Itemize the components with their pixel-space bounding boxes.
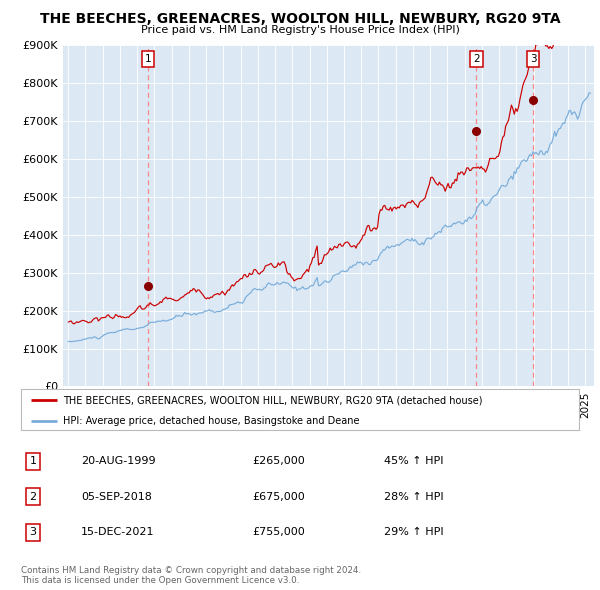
Text: 2: 2 — [29, 492, 37, 502]
Text: HPI: Average price, detached house, Basingstoke and Deane: HPI: Average price, detached house, Basi… — [63, 416, 359, 426]
Text: THE BEECHES, GREENACRES, WOOLTON HILL, NEWBURY, RG20 9TA (detached house): THE BEECHES, GREENACRES, WOOLTON HILL, N… — [63, 395, 482, 405]
Text: Price paid vs. HM Land Registry's House Price Index (HPI): Price paid vs. HM Land Registry's House … — [140, 25, 460, 35]
Text: 1: 1 — [145, 54, 151, 64]
Text: 29% ↑ HPI: 29% ↑ HPI — [384, 527, 443, 537]
Text: THE BEECHES, GREENACRES, WOOLTON HILL, NEWBURY, RG20 9TA: THE BEECHES, GREENACRES, WOOLTON HILL, N… — [40, 12, 560, 26]
Text: 28% ↑ HPI: 28% ↑ HPI — [384, 492, 443, 502]
Text: £265,000: £265,000 — [252, 457, 305, 466]
Text: 2: 2 — [473, 54, 480, 64]
Text: 1: 1 — [29, 457, 37, 466]
Text: Contains HM Land Registry data © Crown copyright and database right 2024.
This d: Contains HM Land Registry data © Crown c… — [21, 566, 361, 585]
Text: 15-DEC-2021: 15-DEC-2021 — [81, 527, 155, 537]
Text: 45% ↑ HPI: 45% ↑ HPI — [384, 457, 443, 466]
Text: £755,000: £755,000 — [252, 527, 305, 537]
Text: £675,000: £675,000 — [252, 492, 305, 502]
Text: 05-SEP-2018: 05-SEP-2018 — [81, 492, 152, 502]
Text: 3: 3 — [530, 54, 536, 64]
Text: 20-AUG-1999: 20-AUG-1999 — [81, 457, 155, 466]
Text: 3: 3 — [29, 527, 37, 537]
